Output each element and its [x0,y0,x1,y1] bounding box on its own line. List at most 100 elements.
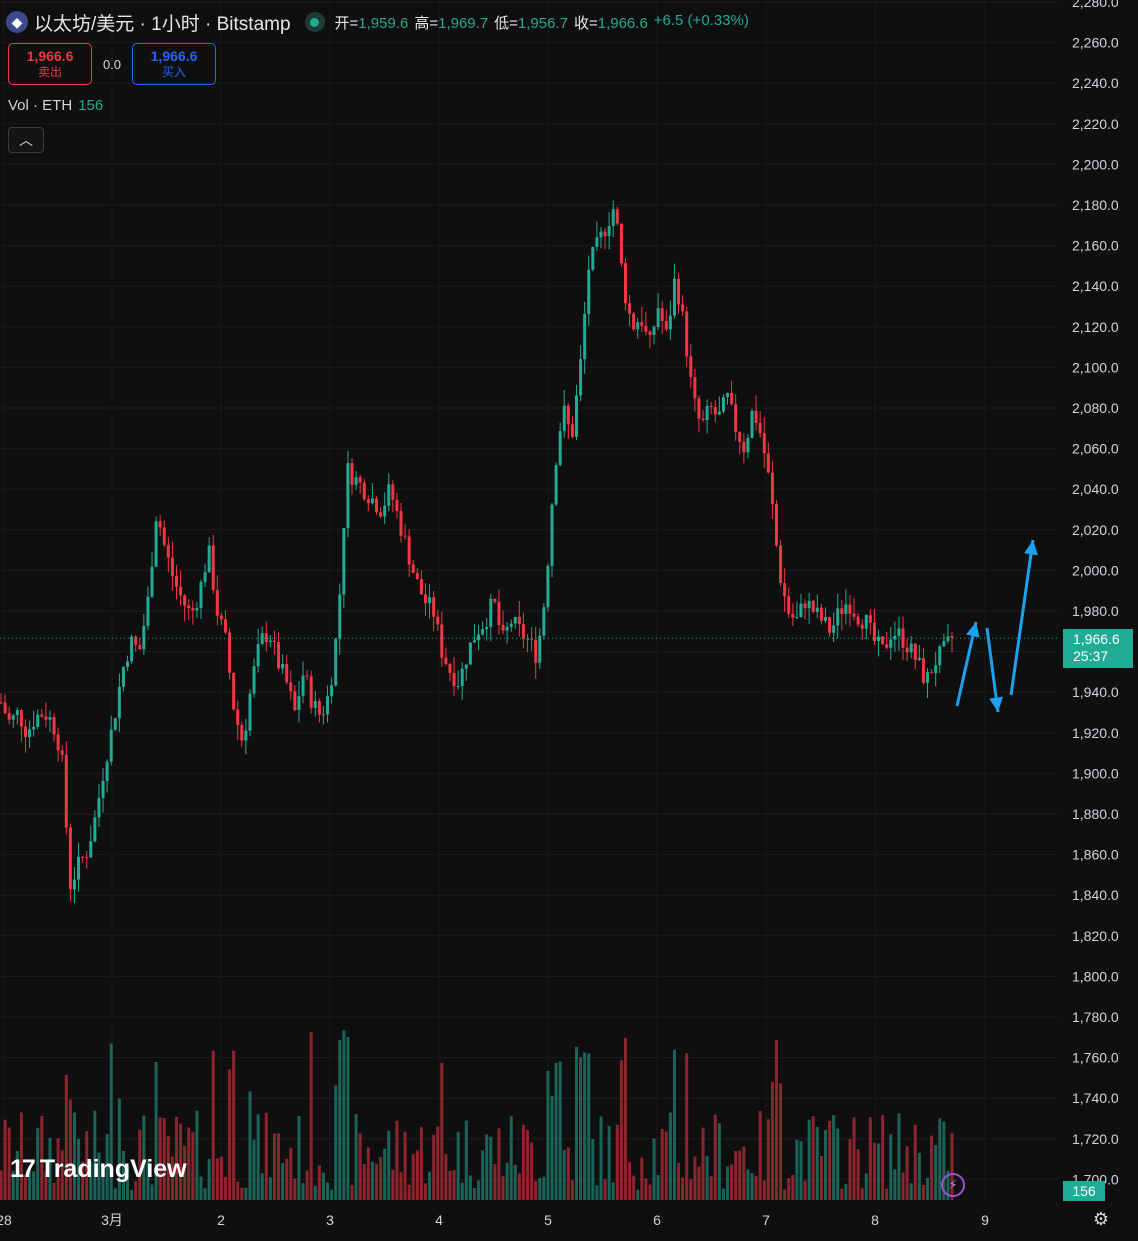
candle-body [901,628,905,648]
volume-bar [872,1142,876,1200]
volume-bar [497,1128,501,1200]
volume-bar [113,1188,117,1200]
candle-body [130,636,134,662]
candle-body [379,512,383,517]
candle-body [521,624,525,639]
volume-bar [538,1178,542,1200]
lightning-icon[interactable]: ⚡ [941,1173,965,1197]
volume-legend[interactable]: Vol · ETH 156 [8,97,103,114]
volume-bar [815,1127,819,1200]
candle-body [248,693,252,731]
volume-bar [852,1117,856,1200]
sell-button[interactable]: 1,966.6 卖出 [8,43,92,85]
volume-bar [183,1145,187,1200]
volume-bar [934,1145,938,1200]
y-tick-label: 2,220.0 [1072,116,1119,132]
volume-bar [7,1127,11,1200]
volume-bar [513,1164,517,1200]
y-tick-label: 1,740.0 [1072,1090,1119,1106]
candle-body [656,308,660,327]
volume-bar [89,1161,93,1200]
volume-bar [844,1184,848,1200]
volume-bar [142,1115,146,1200]
candle-body [448,664,452,673]
volume-bar [370,1161,374,1200]
candle-body [632,313,636,330]
candle-body [113,718,117,730]
candle-body [460,668,464,687]
symbol-title[interactable]: 以太坊/美元 · 1小时 · Bitstamp [34,13,291,35]
candle-body [399,511,403,536]
buy-label: 买入 [161,65,186,79]
candle-body [452,672,456,687]
volume-bar [774,1040,778,1200]
candle-body [595,237,599,247]
volume-bar [758,1110,762,1200]
candle-body [823,617,827,621]
volume-bar [913,1124,917,1200]
candle-body [346,463,350,528]
candle-body [7,713,11,720]
x-tick-label: 7 [762,1212,770,1228]
candle-body [179,586,183,596]
volume-bar [603,1179,607,1200]
candle-body [803,603,807,609]
volume-bar [166,1135,170,1200]
candle-body [375,498,379,513]
volume-legend-value: 156 [78,97,104,114]
y-tick-label: 1,800.0 [1072,968,1119,984]
volume-bar [599,1116,603,1200]
candle-body [754,410,758,423]
candle-body [407,536,411,565]
candle-body [766,453,770,473]
candle-body [636,322,640,330]
collapse-legend-button[interactable]: ︿ [8,127,44,153]
volume-bar [236,1181,240,1200]
volume-bar [440,1062,444,1200]
candle-body [40,714,44,717]
volume-bar [3,1119,7,1200]
gear-icon[interactable]: ⚙ [1092,1208,1110,1229]
volume-bar [195,1110,199,1200]
candle-body [362,482,366,500]
ethereum-icon: ◆ [6,11,28,33]
candle-body [664,320,668,330]
volume-bar [583,1052,587,1200]
volume-bar [23,1174,27,1200]
buy-button[interactable]: 1,966.6 买入 [132,43,216,85]
volume-bar [85,1131,89,1200]
y-tick-label: 1,840.0 [1072,887,1119,903]
candle-body [734,404,738,432]
candle-body [693,377,697,399]
volume-bar [926,1177,930,1200]
volume-bar [501,1175,505,1200]
candle-body [117,686,121,719]
volume-bar [268,1177,272,1200]
volume-bar [428,1171,432,1200]
volume-bar [228,1069,232,1200]
candle-body [154,521,158,567]
candle-body [260,633,264,645]
candle-body [187,605,191,608]
volume-bar [81,1161,85,1200]
candle-body [517,616,521,625]
volume-bar [305,1170,309,1200]
volume-bar [656,1175,660,1200]
volume-bar [636,1189,640,1200]
candle-body [93,817,97,842]
candle-body [493,598,497,602]
candle-body [868,615,872,623]
candle-body [852,613,856,617]
volume-bar [256,1114,260,1200]
candle-body [411,564,415,573]
candle-body [619,223,623,264]
volume-bar [411,1153,415,1200]
candle-body [138,644,142,650]
ohlc-high: 高=1,969.7 [414,14,489,32]
candle-body [726,392,730,398]
candle-body [301,675,305,697]
candle-body [828,617,832,633]
candle-body [0,702,3,704]
candle-body [472,640,476,643]
